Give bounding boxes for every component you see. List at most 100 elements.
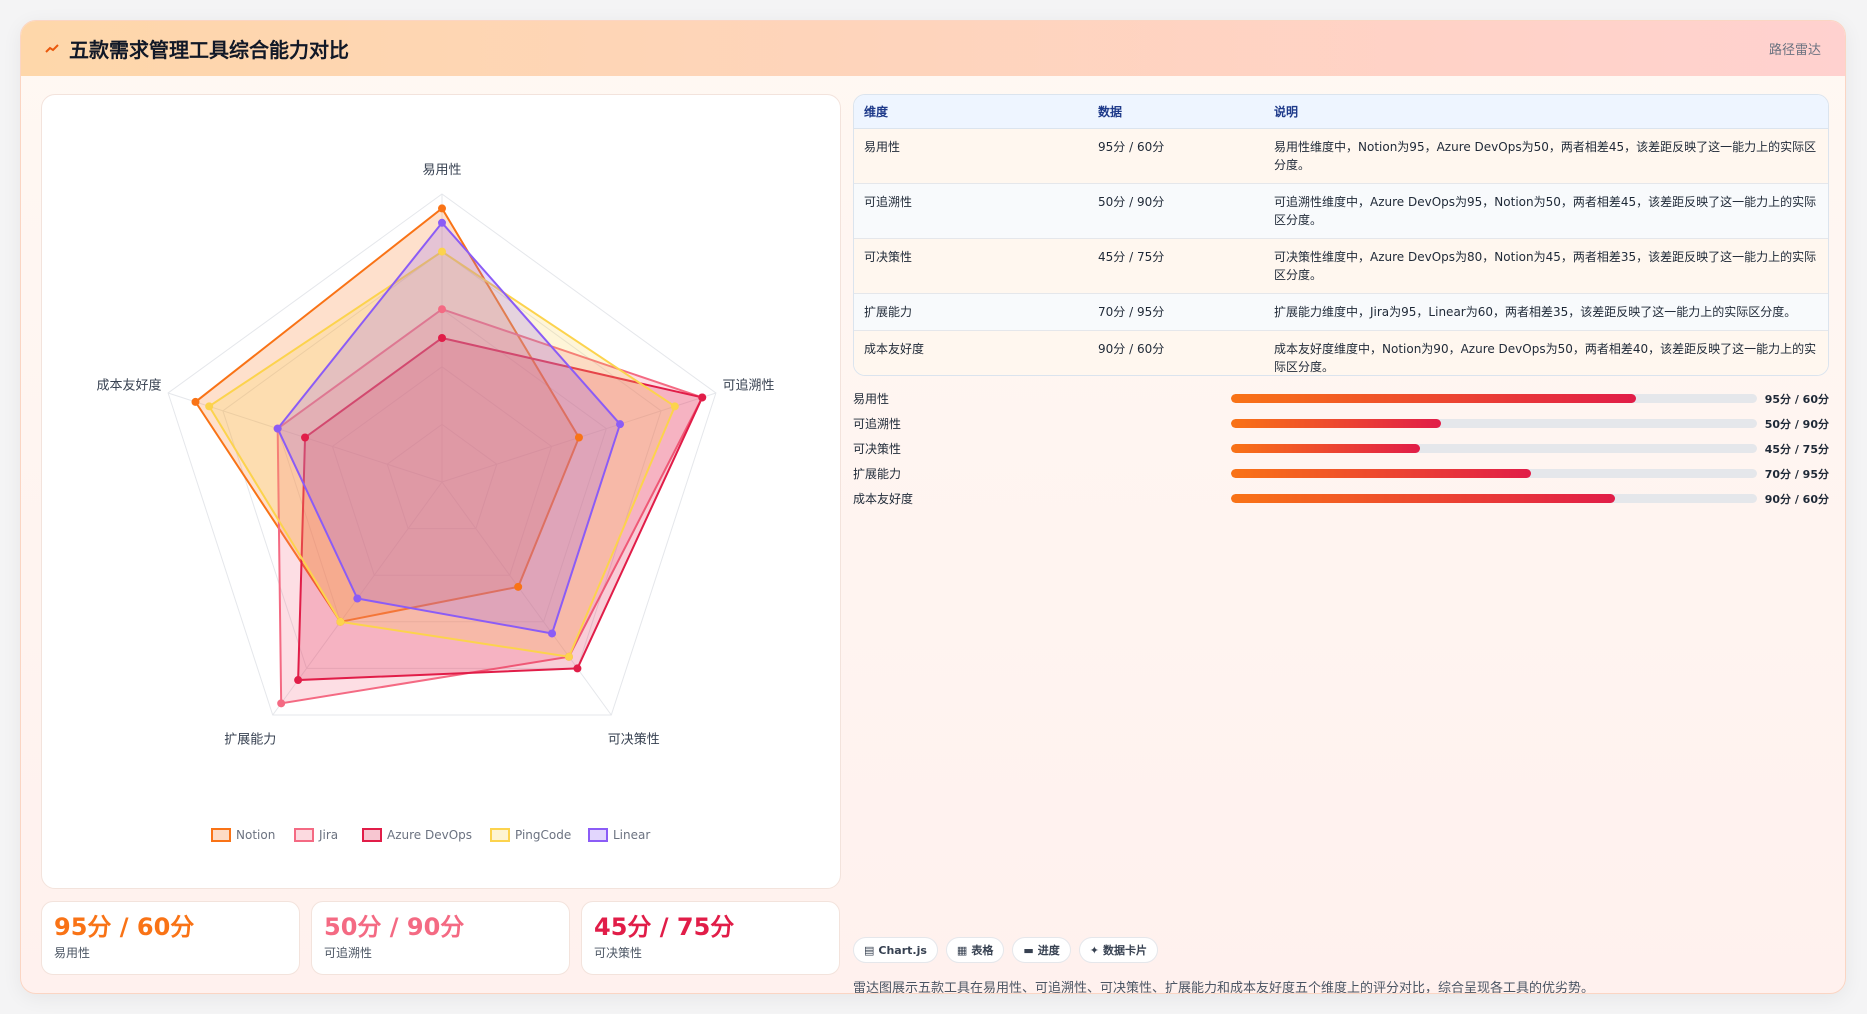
cell-dimension: 易用性 xyxy=(854,128,1088,184)
progress-track xyxy=(1231,469,1757,478)
page-title: 五款需求管理工具综合能力对比 xyxy=(69,38,349,62)
stat-value: 50分 / 90分 xyxy=(324,913,465,941)
progress-fill xyxy=(1231,494,1615,503)
tag-list: ▤ Chart.js ▦ 表格 ▬ 进度 ✦ 数据卡片 xyxy=(853,937,1158,963)
radar-data-point xyxy=(514,582,523,591)
progress-label: 可决策性 xyxy=(853,442,902,456)
radar-data-point xyxy=(277,699,286,708)
legend-swatch xyxy=(490,828,510,842)
radar-axis-line xyxy=(441,481,612,716)
radar-grid-ring xyxy=(222,250,662,669)
radar-data-point xyxy=(438,204,446,213)
legend-swatch xyxy=(211,828,231,842)
legend-swatch xyxy=(362,828,382,842)
radar-data-point xyxy=(574,433,583,442)
data-table: 维度 数据 说明 易用性 95分 / 60分 易用性维度中，Notion为95，… xyxy=(853,94,1829,376)
progress-label: 可追溯性 xyxy=(853,417,902,431)
radar-axis-label: 可决策性 xyxy=(608,732,660,748)
progress-row: 可追溯性 50分 / 90分 xyxy=(853,411,1829,436)
cell-dimension: 扩展能力 xyxy=(854,293,1088,331)
legend-swatch xyxy=(294,828,314,842)
tag-label: Chart.js xyxy=(878,943,927,957)
progress-fill xyxy=(1231,469,1531,478)
column-header-data: 数据 xyxy=(1088,95,1264,129)
cell-data: 90分 / 60分 xyxy=(1088,330,1264,375)
progress-label: 成本友好度 xyxy=(853,492,914,506)
radar-data-point xyxy=(438,247,446,256)
legend-label: Linear xyxy=(613,828,650,842)
progress-track xyxy=(1231,394,1757,403)
cell-dimension: 可追溯性 xyxy=(854,183,1088,239)
tag-label: 数据卡片 xyxy=(1102,944,1147,957)
progress-track xyxy=(1231,494,1757,503)
radar-data-point xyxy=(191,397,200,406)
progress-track xyxy=(1231,419,1757,428)
cell-description: 可决策性维度中，Azure DevOps为80，Notion为45，两者相差35… xyxy=(1264,238,1828,294)
progress-fill xyxy=(1231,394,1637,403)
radar-data-point xyxy=(698,393,707,402)
tag-progress[interactable]: ▬ 进度 xyxy=(1012,937,1071,963)
radar-data-point xyxy=(564,652,573,661)
radar-axis-label: 易用性 xyxy=(422,163,461,178)
cell-data: 50分 / 90分 xyxy=(1088,183,1264,239)
radar-series-area xyxy=(276,221,622,635)
cell-description: 易用性维度中，Notion为95，Azure DevOps为50，两者相差45，… xyxy=(1264,128,1828,184)
cell-dimension: 可决策性 xyxy=(854,238,1088,294)
radar-data-point xyxy=(353,594,362,603)
radar-data-point xyxy=(670,402,679,411)
radar-grid-ring xyxy=(167,193,717,716)
stat-value: 95分 / 60分 xyxy=(54,913,195,941)
main-card: 五款需求管理工具综合能力对比 路径雷达 易用性 可追溯性 可决策性 扩展能力 成本友好度… xyxy=(20,20,1846,994)
tag-data-card[interactable]: ✦ 数据卡片 xyxy=(1078,937,1158,963)
cell-data: 45分 / 75分 xyxy=(1088,238,1264,294)
radar-data-point xyxy=(294,676,303,685)
tag-table[interactable]: ▦ 表格 xyxy=(945,937,1005,963)
stat-card: 45分 / 75分 可决策性 xyxy=(581,901,840,975)
trend-line-icon xyxy=(45,43,59,53)
progress-icon: ▬ xyxy=(1023,943,1034,957)
legend-label: Azure DevOps xyxy=(387,828,472,842)
chart-icon: ▤ xyxy=(864,943,875,957)
radar-series-area xyxy=(194,206,581,623)
radar-data-point xyxy=(301,433,310,442)
table-row: 可决策性 45分 / 75分 可决策性维度中，Azure DevOps为80，N… xyxy=(854,238,1828,294)
radar-grid-ring xyxy=(386,423,498,530)
radar-axis-label: 扩展能力 xyxy=(224,733,276,748)
radar-data-point xyxy=(273,424,282,433)
header-bar: 五款需求管理工具综合能力对比 路径雷达 xyxy=(21,21,1845,76)
chart-caption: 雷达图展示五款工具在易用性、可追溯性、可决策性、扩展能力和成本友好度五个维度上的… xyxy=(853,981,1595,994)
progress-row: 易用性 95分 / 60分 xyxy=(853,386,1829,411)
legend-label: Jira xyxy=(318,828,338,842)
radar-data-point xyxy=(548,629,557,638)
column-header-description: 说明 xyxy=(1264,95,1828,129)
progress-track xyxy=(1231,444,1757,453)
progress-fill xyxy=(1231,444,1421,453)
progress-label: 扩展能力 xyxy=(853,467,902,481)
table-header-row: 维度 数据 说明 xyxy=(854,95,1828,129)
radar-data-point xyxy=(438,334,446,342)
radar-data-point xyxy=(438,218,446,227)
progress-value: 45分 / 75分 xyxy=(1764,442,1829,456)
route-radar-link[interactable]: 路径雷达 xyxy=(1768,43,1821,58)
radar-data-point xyxy=(616,420,625,429)
progress-value: 95分 / 60分 xyxy=(1764,392,1829,406)
stat-card: 50分 / 90分 可追溯性 xyxy=(311,901,570,975)
radar-axis-label: 可追溯性 xyxy=(723,377,775,393)
progress-list: 易用性 95分 / 60分 可追溯性 50分 / 90分 可决策性 45分 / … xyxy=(853,386,1829,511)
table-row: 成本友好度 90分 / 60分 成本友好度维度中，Notion为90，Azure… xyxy=(854,330,1828,375)
progress-value: 50分 / 90分 xyxy=(1764,417,1829,431)
legend-label: Notion xyxy=(236,828,275,842)
radar-series-area xyxy=(276,308,704,705)
cell-data: 95分 / 60分 xyxy=(1088,128,1264,184)
cell-data: 70分 / 95分 xyxy=(1088,293,1264,331)
stat-label: 可追溯性 xyxy=(324,946,373,960)
progress-row: 可决策性 45分 / 75分 xyxy=(853,436,1829,461)
tag-label: 进度 xyxy=(1037,944,1060,957)
tag-chartjs[interactable]: ▤ Chart.js xyxy=(853,937,938,963)
table-row: 可追溯性 50分 / 90分 可追溯性维度中，Azure DevOps为95，N… xyxy=(854,183,1828,239)
stat-value: 45分 / 75分 xyxy=(594,913,735,941)
radar-grid-ring xyxy=(331,366,553,576)
stat-label: 易用性 xyxy=(54,946,91,960)
cell-description: 可追溯性维度中，Azure DevOps为95，Notion为50，两者相差45… xyxy=(1264,183,1828,239)
